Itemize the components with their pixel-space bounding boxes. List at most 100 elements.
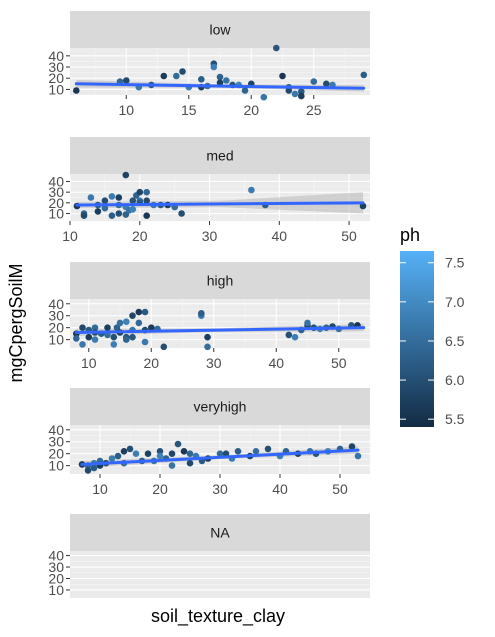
data-point [108, 193, 116, 200]
legend-tick-label: 5.5 [445, 411, 465, 427]
data-point [87, 194, 95, 201]
legend-tick-label: 7.0 [445, 294, 465, 310]
data-point [323, 80, 330, 88]
data-point [91, 324, 99, 332]
data-point [113, 324, 121, 332]
data-point [123, 77, 130, 84]
data-point [348, 443, 356, 450]
y-tick-label: 40 [48, 422, 64, 438]
data-point [248, 186, 255, 194]
panel-background [70, 551, 370, 598]
data-point [79, 324, 86, 332]
data-point [91, 336, 99, 343]
data-point [132, 450, 140, 458]
data-point [168, 462, 176, 469]
data-point [115, 210, 123, 217]
y-tick-label: 20 [48, 571, 64, 587]
data-point [141, 308, 149, 316]
data-point [123, 336, 130, 343]
data-point [110, 333, 118, 341]
y-tick-label: 40 [48, 296, 64, 312]
data-point [264, 445, 272, 453]
data-point [360, 71, 368, 79]
data-point [186, 450, 194, 458]
data-point [94, 208, 102, 215]
data-point [222, 450, 230, 458]
data-point [114, 452, 122, 460]
legend-colorbar [400, 251, 434, 427]
data-point [204, 333, 211, 341]
data-point [354, 452, 362, 460]
data-point [101, 204, 109, 212]
data-point [108, 212, 116, 219]
panel-background [70, 299, 370, 348]
y-tick-label: 10 [48, 81, 64, 97]
data-point [129, 333, 136, 341]
y-tick-label: 10 [48, 458, 64, 474]
data-point [126, 445, 134, 453]
data-point [179, 68, 186, 75]
data-point [216, 79, 224, 86]
data-point [79, 341, 86, 348]
data-point [73, 87, 80, 94]
fit-line [74, 326, 366, 334]
y-axis-title: mgCpergSoilM [6, 263, 26, 382]
data-point [115, 194, 123, 201]
data-point [210, 63, 218, 71]
y-tick-label: 10 [48, 582, 64, 598]
y-tick-label: 40 [48, 548, 64, 564]
facet-strip [70, 262, 370, 299]
y-tick-label: 30 [48, 59, 64, 75]
data-point [156, 448, 164, 455]
fit-line [80, 448, 360, 466]
data-point [198, 76, 205, 83]
data-point [234, 448, 242, 455]
data-point [73, 335, 80, 342]
x-tick-label: 15 [181, 102, 197, 118]
data-point [135, 319, 143, 327]
data-point [178, 210, 185, 217]
data-point [123, 318, 130, 326]
x-tick-label: 25 [306, 102, 322, 118]
data-point [198, 310, 205, 317]
data-point [216, 73, 224, 81]
data-point [298, 92, 305, 100]
data-point [204, 343, 211, 351]
data-point [291, 90, 299, 98]
data-point [279, 72, 286, 80]
data-point [122, 171, 130, 179]
y-tick-label: 20 [48, 195, 64, 211]
data-point [241, 87, 249, 94]
legend-tick-label: 6.0 [445, 372, 465, 388]
x-tick-label: 10 [118, 102, 134, 118]
data-point [160, 72, 168, 80]
x-tick-label: 10 [81, 355, 97, 371]
x-tick-label: 20 [243, 102, 259, 118]
data-point [90, 464, 98, 472]
data-point [143, 212, 150, 219]
x-tick-label: 40 [272, 228, 288, 244]
data-point [104, 324, 111, 332]
facet-strip [70, 137, 370, 174]
x-tick-label: 50 [331, 355, 347, 371]
x-tick-label: 30 [212, 481, 228, 497]
facet-strip-label: low [209, 22, 231, 38]
facet-strip-label: high [207, 273, 233, 289]
data-point [291, 333, 299, 341]
x-tick-label: 20 [132, 228, 148, 244]
y-tick-label: 40 [48, 173, 64, 189]
y-tick-label: 30 [48, 184, 64, 200]
x-tick-label: 20 [143, 355, 159, 371]
x-tick-label: 30 [202, 228, 218, 244]
data-point [273, 44, 280, 52]
data-point [148, 324, 155, 332]
x-tick-label: 20 [152, 481, 168, 497]
legend-tick-label: 7.5 [445, 255, 465, 271]
y-tick-label: 30 [48, 308, 64, 324]
data-point [85, 333, 93, 341]
